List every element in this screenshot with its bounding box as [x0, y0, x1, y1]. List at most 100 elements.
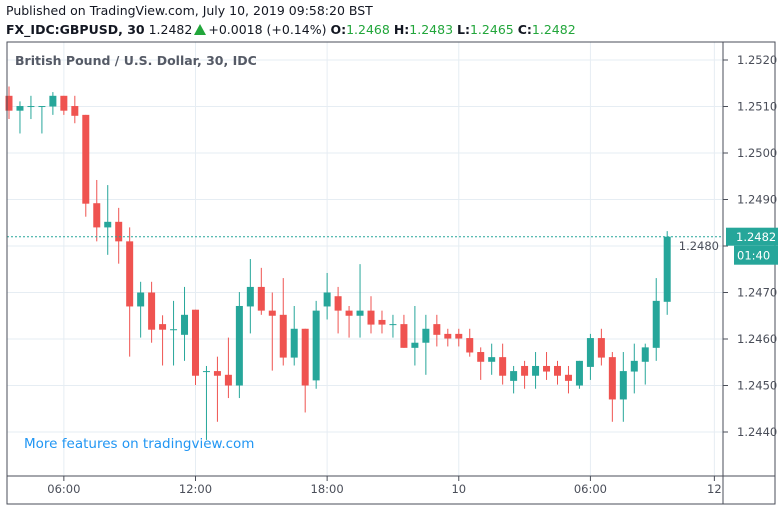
candle-down — [257, 267, 265, 315]
candle-down — [334, 286, 342, 334]
low-label: L: — [457, 22, 470, 37]
candle-body — [5, 95, 13, 111]
candle-up — [312, 300, 320, 389]
candle-body — [191, 309, 199, 376]
last-price: 1.2482 — [148, 22, 193, 37]
candle-down — [345, 305, 353, 338]
candle-down — [126, 227, 134, 357]
candle-body — [652, 300, 660, 348]
candle-up — [137, 281, 145, 338]
candle-up — [586, 333, 594, 380]
candles — [5, 86, 671, 440]
candle-body — [630, 360, 638, 372]
last-price-tag: 1.2482 01:40 — [726, 227, 778, 265]
gridlines — [7, 42, 723, 476]
candle-body — [181, 314, 189, 335]
candle-body — [82, 114, 90, 204]
candle-body — [444, 333, 452, 339]
watermark-link[interactable]: More features on tradingview.com — [24, 436, 255, 452]
close-label: C: — [517, 22, 532, 37]
candle-down — [455, 328, 463, 347]
time-tick-label: 06:00 — [47, 482, 80, 496]
up-arrow-icon — [194, 24, 207, 35]
candle-body — [279, 314, 287, 358]
candle-up — [630, 343, 638, 394]
time-tick-label: 12 — [707, 482, 722, 496]
candle-down — [543, 352, 551, 380]
candle-up — [422, 314, 430, 375]
price-tick-label: 1.2450 — [737, 379, 777, 393]
symbol-info-line: FX_IDC:GBPUSD, 30 1.2482 +0.0018 (+0.14%)… — [6, 22, 576, 37]
candle-down — [71, 95, 79, 124]
candle-body — [521, 365, 529, 376]
candle-body — [334, 296, 342, 311]
candle-up — [619, 352, 627, 422]
candle-body — [115, 221, 123, 242]
close-value: 1.2482 — [531, 22, 576, 37]
candle-down — [268, 292, 276, 371]
candle-body — [586, 338, 594, 367]
candle-down — [400, 314, 408, 348]
high-value: 1.2483 — [409, 22, 454, 37]
candle-down — [597, 328, 605, 366]
candle-body — [301, 328, 309, 386]
open-value: 1.2468 — [346, 22, 390, 37]
price-tick-label: 1.2500 — [737, 146, 777, 160]
candle-body — [389, 324, 397, 326]
candle-body — [663, 236, 671, 302]
low-value: 1.2465 — [469, 22, 514, 37]
time-axis[interactable]: 06:00 12:00 18:00 10 06:00 12 — [47, 476, 722, 496]
candle-up — [356, 264, 364, 338]
candle-up — [16, 101, 24, 134]
candle-down — [213, 356, 221, 422]
candle-body — [367, 310, 375, 325]
candle-body — [235, 305, 243, 386]
candle-body — [575, 360, 583, 386]
candle-down — [433, 314, 441, 347]
candle-body — [554, 365, 561, 376]
candle-up — [652, 278, 660, 361]
candle-body — [312, 310, 320, 381]
candle-body — [27, 106, 35, 108]
candle-up — [181, 286, 189, 361]
candle-up — [532, 352, 540, 389]
candle-body — [137, 292, 145, 307]
candle-body — [38, 106, 46, 108]
candle-down — [564, 365, 572, 394]
candle-up — [246, 259, 254, 334]
time-tick-label: 12:00 — [179, 482, 212, 496]
candle-down — [477, 347, 485, 380]
price-axis[interactable]: 1.2520 1.2510 1.2500 1.2490 1.2480 1.2470 1.24… — [679, 53, 778, 439]
time-tick-label: 10 — [451, 482, 466, 496]
candle-body — [126, 241, 134, 307]
candle-down — [148, 281, 156, 343]
candle-body — [104, 221, 112, 228]
candle-body — [499, 357, 507, 376]
candle-down — [279, 278, 287, 366]
countdown-box — [734, 245, 778, 265]
candle-down — [93, 179, 101, 242]
candle-body — [564, 374, 572, 381]
chart-legend-title: British Pound / U.S. Dollar, 30, IDC — [15, 53, 257, 68]
price-tick-label: 1.2490 — [737, 193, 777, 207]
candle-up — [488, 343, 496, 375]
open-label: O: — [330, 22, 347, 37]
candle-body — [466, 338, 474, 353]
candle-body — [202, 371, 210, 373]
candle-up — [641, 343, 649, 385]
price-tick-label: 1.2460 — [737, 332, 777, 346]
candle-body — [159, 324, 167, 330]
candle-up — [510, 365, 518, 394]
candle-body — [597, 338, 605, 358]
candle-body — [422, 328, 430, 343]
candle-down — [444, 328, 452, 347]
candle-down — [5, 86, 13, 120]
candle-body — [170, 329, 178, 331]
time-tick-label: 06:00 — [574, 482, 607, 496]
candle-down — [554, 360, 561, 385]
candle-body — [257, 286, 265, 311]
candle-body — [290, 328, 298, 358]
candle-up — [389, 314, 397, 338]
candle-body — [16, 106, 24, 111]
